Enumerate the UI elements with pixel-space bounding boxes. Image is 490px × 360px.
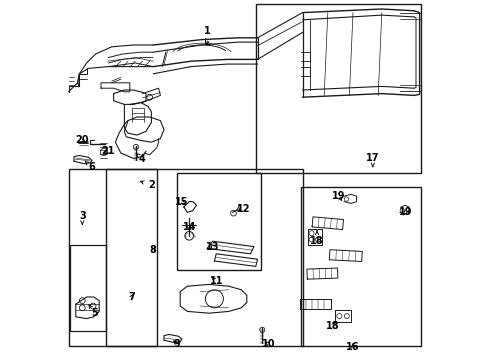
Text: 19: 19 <box>332 191 345 201</box>
Text: 19: 19 <box>398 207 412 217</box>
Text: 10: 10 <box>262 339 275 349</box>
Text: 17: 17 <box>366 153 380 167</box>
Text: 20: 20 <box>75 135 89 145</box>
Text: 18: 18 <box>326 321 340 331</box>
Text: 16: 16 <box>346 342 360 352</box>
Text: 3: 3 <box>79 211 86 224</box>
Text: 4: 4 <box>136 153 146 164</box>
Text: 9: 9 <box>173 339 180 349</box>
Bar <box>176 173 261 270</box>
Bar <box>69 169 157 346</box>
Text: 13: 13 <box>206 242 220 252</box>
Text: 18: 18 <box>310 231 324 246</box>
Text: 12: 12 <box>237 204 250 214</box>
Bar <box>106 169 303 346</box>
Text: 11: 11 <box>209 276 223 286</box>
Text: 21: 21 <box>101 146 115 156</box>
Text: 15: 15 <box>175 197 189 207</box>
Text: 2: 2 <box>141 180 155 190</box>
Text: 5: 5 <box>89 305 98 318</box>
Bar <box>71 245 106 331</box>
Text: 7: 7 <box>128 292 135 302</box>
Bar <box>256 4 421 173</box>
Text: 1: 1 <box>204 26 211 45</box>
Text: 8: 8 <box>150 245 157 255</box>
Bar <box>301 187 421 346</box>
Text: 14: 14 <box>182 222 196 232</box>
Text: 6: 6 <box>85 162 96 172</box>
